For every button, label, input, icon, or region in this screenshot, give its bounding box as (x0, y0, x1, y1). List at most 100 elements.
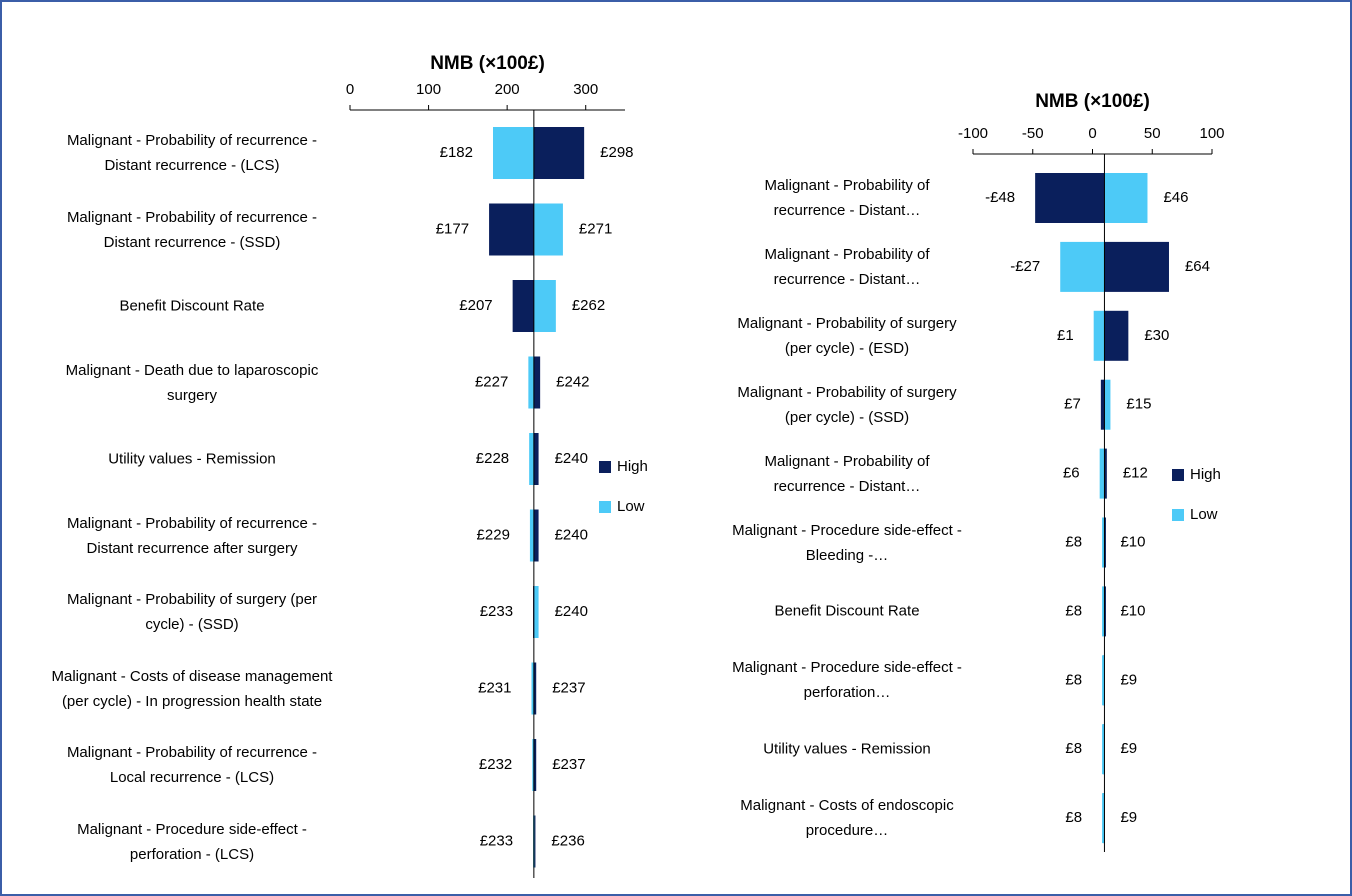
legend-swatch (1172, 509, 1184, 521)
category-label: Malignant - Probability of surgery (per … (737, 383, 957, 426)
bar (533, 280, 556, 332)
bar (533, 739, 537, 791)
value-label: £15 (1126, 396, 1151, 413)
value-label: £207 (459, 297, 492, 314)
value-label: £8 (1065, 671, 1082, 688)
legend-swatch (599, 461, 611, 473)
bar (533, 509, 539, 562)
value-label: £9 (1120, 740, 1137, 757)
value-label: £8 (1065, 602, 1082, 619)
category-label: Malignant - Probability of recurrence - … (764, 452, 930, 495)
value-label: £232 (479, 756, 512, 773)
value-label: £228 (476, 450, 509, 467)
value-label: £298 (600, 144, 633, 161)
bar (533, 662, 537, 715)
value-label: £236 (551, 832, 584, 849)
bar (533, 815, 536, 868)
value-label: £1 (1057, 327, 1074, 344)
value-label: £262 (572, 297, 605, 314)
bar (1104, 379, 1111, 430)
bar (1104, 173, 1148, 223)
value-label: £227 (475, 373, 508, 390)
category-label: Malignant - Costs of disease management … (51, 667, 333, 710)
bar (1104, 448, 1107, 499)
x-tick-label: -100 (958, 125, 988, 142)
value-label: £271 (579, 220, 612, 237)
category-label: Benefit Discount Rate (774, 602, 920, 620)
value-label: £240 (555, 603, 588, 620)
value-label: £237 (552, 756, 585, 773)
category-label: Benefit Discount Rate (119, 297, 265, 315)
bar (533, 127, 585, 179)
legend-label: High (1190, 466, 1221, 483)
bar (1093, 310, 1105, 361)
value-label: £242 (556, 373, 589, 390)
category-label: Malignant - Probability of recurrence - … (66, 744, 318, 786)
value-label: £64 (1185, 258, 1210, 275)
bar (1099, 448, 1105, 499)
category-label: Malignant - Procedure side-effect - Blee… (732, 521, 962, 564)
x-tick-label: -50 (1022, 125, 1044, 142)
bar (1100, 379, 1105, 430)
category-label: Malignant - Probability of recurrence - … (66, 514, 318, 557)
legend-label: Low (1190, 506, 1218, 523)
value-label: £8 (1065, 809, 1082, 826)
x-tick-label: 100 (1199, 125, 1224, 142)
value-label: £229 (477, 526, 510, 543)
bar (1060, 241, 1105, 292)
x-tick-label: 200 (495, 81, 520, 98)
bar (529, 509, 534, 562)
value-label: £8 (1065, 740, 1082, 757)
value-label: £240 (555, 450, 588, 467)
value-label: £46 (1163, 189, 1188, 206)
bar (531, 662, 534, 715)
legend-swatch (1172, 469, 1184, 481)
value-label: £7 (1064, 396, 1081, 413)
value-label: £233 (480, 832, 513, 849)
bar (533, 203, 563, 256)
bar (533, 356, 541, 409)
x-tick-label: 300 (573, 81, 598, 98)
value-label: £231 (478, 679, 511, 696)
bar (512, 280, 534, 332)
bar (532, 739, 534, 791)
bar (1102, 655, 1105, 706)
value-label: £10 (1120, 602, 1145, 619)
value-label: -£48 (985, 189, 1015, 206)
category-label: Malignant - Costs of endoscopic procedur… (740, 797, 954, 840)
bar (1102, 586, 1105, 637)
legend-swatch (599, 501, 611, 513)
bar (1104, 241, 1169, 292)
value-label: £8 (1065, 533, 1082, 550)
x-tick-label: 0 (346, 81, 354, 98)
bar (528, 356, 534, 409)
category-label: Malignant - Probability of recurrence - … (764, 177, 930, 219)
axis-title: NMB (×100£) (1035, 91, 1150, 112)
bar (1104, 310, 1129, 361)
bar (533, 433, 539, 485)
value-label: £240 (555, 526, 588, 543)
bar (1104, 586, 1106, 637)
value-label: £9 (1120, 809, 1137, 826)
bar (1102, 517, 1105, 568)
category-label: Utility values - Remission (763, 740, 931, 758)
category-label: Malignant - Probability of recurrence - … (66, 208, 318, 251)
bar (1035, 173, 1105, 223)
legend-label: Low (617, 498, 645, 515)
category-label: Malignant - Death due to laparoscopic su… (65, 361, 319, 404)
category-label: Malignant - Probability of surgery (per … (66, 591, 318, 633)
axis-title: NMB (×100£) (430, 53, 545, 74)
value-label: £237 (552, 679, 585, 696)
x-tick-label: 100 (416, 81, 441, 98)
value-label: £12 (1123, 465, 1148, 482)
value-label: £9 (1120, 671, 1137, 688)
category-label: Malignant - Procedure side-effect - perf… (77, 820, 307, 863)
value-label: £233 (480, 603, 513, 620)
bar (1102, 793, 1105, 844)
category-label: Malignant - Probability of recurrence - … (764, 245, 930, 288)
legend-label: High (617, 458, 648, 475)
category-label: Malignant - Procedure side-effect - perf… (732, 659, 962, 702)
value-label: £182 (440, 144, 473, 161)
